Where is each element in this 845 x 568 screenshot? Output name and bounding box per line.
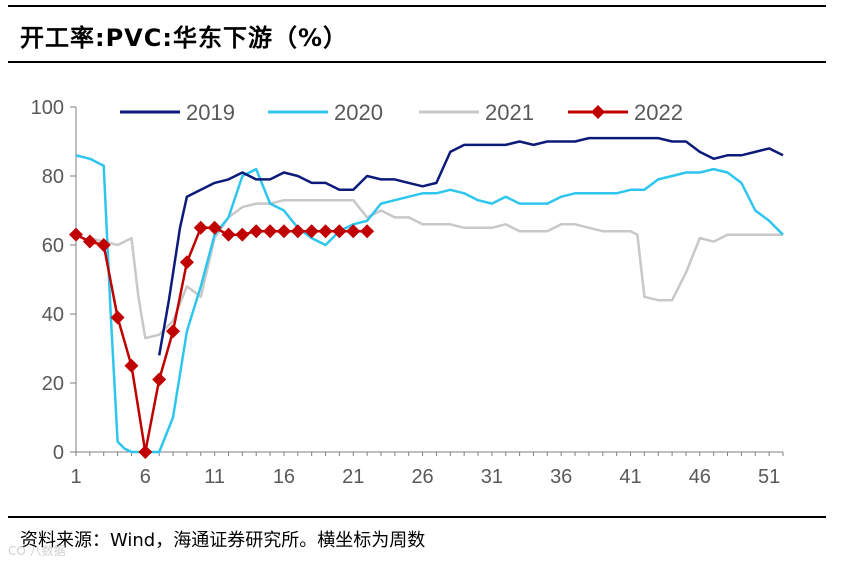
chart-title: 开工率:PVC:华东下游（%） [20,24,349,52]
series-2022-marker [332,224,347,239]
series-2022-marker [152,372,167,387]
series-2022-marker [290,224,305,239]
y-tick-label: 100 [31,97,64,119]
title-top-rule [8,5,826,7]
series-line-2020 [75,154,784,454]
x-tick-label: 16 [273,466,295,488]
x-tick-label: 51 [758,466,780,488]
x-tick-label: 26 [411,466,433,488]
series-2022-marker [166,324,181,339]
x-tick-label: 41 [619,466,641,488]
series-2022-marker [193,220,208,235]
series-2022-marker [360,224,375,239]
legend-label-2022: 2022 [634,100,683,125]
y-tick-label: 0 [53,442,64,464]
series-line-2019 [157,136,784,356]
legend-label-2020: 2020 [334,100,383,125]
series-2022-marker [96,238,111,252]
series-2022-marker [82,234,97,249]
y-tick-label: 20 [42,373,64,395]
x-tick-label: 6 [140,466,151,488]
source-note: 资料来源：Wind，海通证券研究所。横坐标为周数 [20,530,426,551]
x-tick-label: 31 [481,466,503,488]
legend-label-2021: 2021 [485,100,534,125]
title-bottom-rule [8,61,826,63]
series-2022-marker [69,227,83,242]
x-tick-label: 1 [70,466,81,488]
x-tick-label: 36 [550,466,572,488]
series-2022-marker [249,224,264,239]
series-2022-marker [235,227,250,242]
series-2022-marker [221,227,236,242]
y-tick-label: 40 [42,304,64,326]
x-tick-label: 21 [342,466,364,488]
x-tick-label: 46 [689,466,711,488]
watermark: CO 八数据 [8,544,66,558]
series-2022-marker [179,255,194,270]
series-2022-marker [304,224,319,239]
series-2022-marker [207,220,222,235]
series-2022-marker [346,224,361,239]
series-line-2022 [75,226,368,454]
chart-series [69,136,784,459]
legend-marker-2022 [591,105,605,119]
series-2022-marker [276,224,291,239]
source-top-rule [8,516,826,518]
series-2022-marker [263,224,278,239]
series-2022-marker [318,224,333,239]
x-tick-label: 11 [204,466,225,488]
series-line-2021 [89,198,783,340]
series-2022-marker [110,310,125,325]
series-2022-marker [124,358,139,373]
series-2022-marker [138,445,153,459]
chart-legend: 2019 2020 2021 2022 [120,100,683,125]
y-tick-label: 60 [42,235,64,257]
legend-label-2019: 2019 [186,100,235,125]
y-tick-label: 80 [42,166,64,188]
